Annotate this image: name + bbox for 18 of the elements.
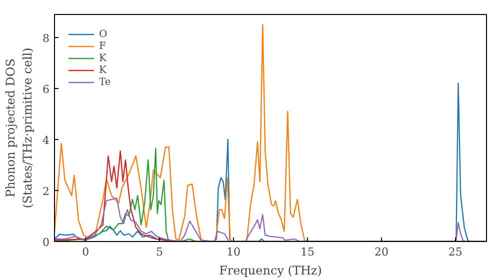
x-tick-label: 15 [300,246,314,258]
y-tick-label: 6 [42,82,50,96]
x-axis-title: Frequency (THz) [219,264,322,278]
y-axis-title: Phonon projected DOS (States/THz·primitive cell) [4,48,34,208]
y-tick-label: 2 [42,184,50,198]
legend-label: O [99,28,108,40]
legend-label: K [99,64,108,76]
legend-label: F [99,40,107,52]
y-tick-label: 8 [42,32,50,45]
x-tick-label: 0 [82,246,90,258]
legend-label: K [99,52,108,64]
x-tick-label: 5 [156,246,164,258]
y-tick-label: 0 [42,236,50,249]
x-tick-label: 20 [374,246,388,258]
legend-label: Te [99,76,112,88]
x-tick-label: 10 [226,246,241,258]
x-tick-label: 25 [448,246,462,258]
y-tick-label: 4 [42,134,50,147]
